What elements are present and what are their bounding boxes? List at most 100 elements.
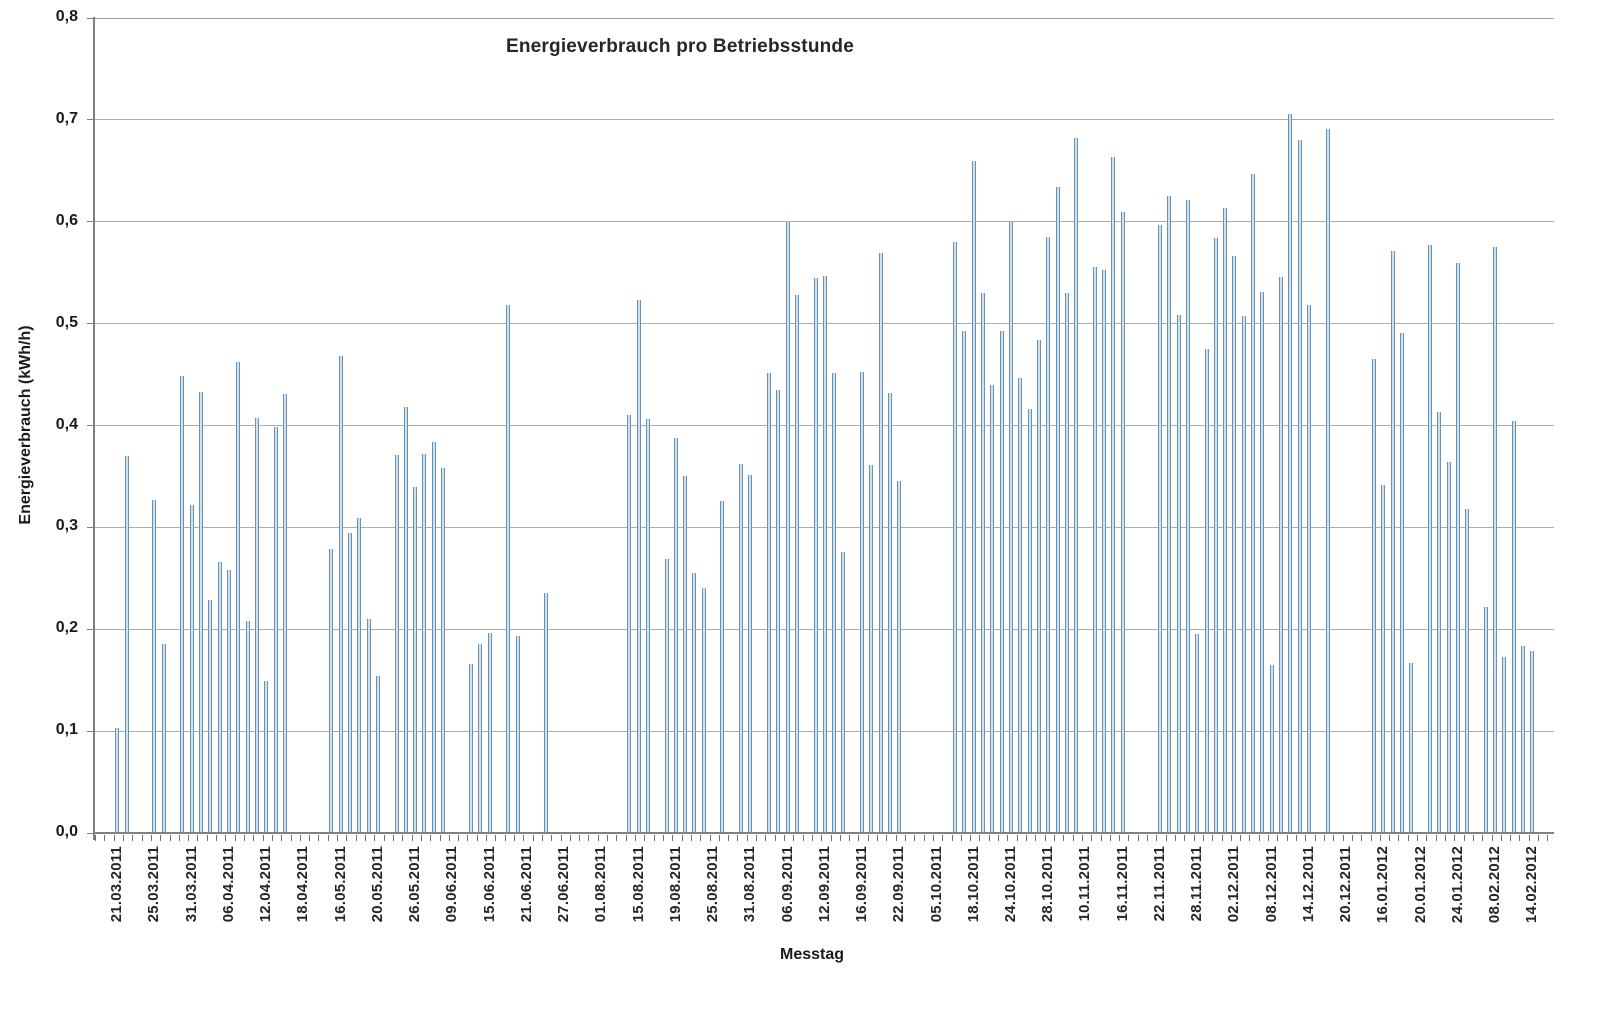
x-axis-tick [365,835,366,841]
x-axis-tick [1351,835,1353,841]
x-axis-tick [1323,835,1325,841]
bar [1260,292,1265,833]
bar [1167,196,1172,833]
bar [413,486,418,833]
bar [739,464,743,833]
bar [366,619,371,833]
bar [887,392,892,833]
bar [1409,662,1414,833]
bar [748,475,753,833]
x-axis-tick [988,835,990,841]
x-axis-tick [793,835,795,841]
y-tick-label: 0,7 [55,109,78,127]
x-axis-tick [1128,835,1130,841]
x-axis-tick [430,835,432,841]
x-axis-tick [1463,835,1465,841]
x-axis-tick [122,835,124,841]
x-axis-tick [616,835,618,841]
x-tick-label: 21.06.2011 [517,846,535,923]
x-tick-label: 08.02.2012 [1486,846,1504,924]
bar [1092,266,1097,833]
x-axis-tick [1016,835,1018,841]
x-axis-tick [1193,835,1195,841]
bar [1530,650,1535,833]
bar [1064,293,1069,833]
x-axis-tick [1184,835,1186,841]
x-axis-tick [1361,835,1363,841]
x-axis-tick [1175,835,1176,841]
x-tick-label: 12.09.2011 [815,846,833,923]
x-tick-label: 16.05.2011 [331,846,349,923]
x-axis-tick [1435,835,1437,841]
y-axis-tick [87,832,94,834]
chart-title: Energieverbrauch pro Betriebsstunde [505,36,855,57]
bar [422,454,427,833]
bar [1269,664,1274,833]
x-axis-tick [1119,835,1121,841]
bar [1120,211,1125,833]
bar [217,562,222,833]
y-axis-tick [87,119,94,121]
x-axis-title: Messtag [779,946,845,963]
bar [692,573,697,833]
bar [152,499,157,833]
bar [981,293,985,833]
x-axis-tick [1519,835,1521,841]
x-axis-tick [979,835,981,841]
bar [431,441,436,833]
bar [869,465,874,833]
x-axis-tick [1426,835,1428,841]
x-tick-label: 18.04.2011 [294,846,312,923]
x-tick-label: 02.12.2011 [1225,846,1243,923]
x-tick-label: 28.11.2011 [1188,846,1206,922]
x-axis-tick [644,835,646,841]
bar [264,681,269,833]
x-axis-tick [1258,835,1260,841]
x-axis-tick [160,835,162,841]
bar [897,480,902,833]
bar [645,419,650,833]
bar [189,505,194,833]
y-axis-tick [87,628,94,630]
x-tick-label: 24.01.2012 [1448,846,1466,924]
bar [1111,156,1116,833]
x-axis-tick [905,835,906,841]
bar [636,300,641,833]
bar [1009,221,1013,834]
bar [180,375,185,833]
bar [375,676,380,833]
x-axis-tick [486,835,487,841]
x-axis-tick [383,835,385,841]
gridline [95,119,1554,121]
bar [1455,262,1460,833]
x-tick-label: 22.09.2011 [890,846,908,923]
x-tick-label: 06.04.2011 [219,846,237,923]
x-axis-tick [662,835,664,841]
bar [1297,140,1302,834]
x-axis-tick [1296,835,1297,841]
x-tick-label: 27.06.2011 [555,846,573,923]
bar [1204,349,1209,833]
x-tick-label: 25.03.2011 [145,846,163,923]
x-axis-tick [1286,835,1288,841]
x-axis-tick [476,835,478,841]
x-axis-tick [774,835,776,841]
x-axis-tick [346,835,348,841]
x-axis-tick [1370,835,1372,841]
x-axis-tick [1500,835,1502,841]
x-axis-tick [867,835,869,841]
bar [469,663,473,833]
bar [1400,332,1404,833]
bar [115,728,120,833]
x-tick-label: 21.03.2011 [108,846,126,923]
x-axis-tick [1249,835,1251,841]
bar [1381,484,1386,833]
x-tick-label: 06.09.2011 [778,846,796,923]
x-axis-tick [1081,835,1083,841]
x-axis-tick [504,835,506,841]
x-axis-tick [1277,835,1279,841]
bar [1027,409,1032,833]
bar [832,372,837,833]
bar [1390,251,1395,833]
x-axis-tick [1379,835,1381,841]
